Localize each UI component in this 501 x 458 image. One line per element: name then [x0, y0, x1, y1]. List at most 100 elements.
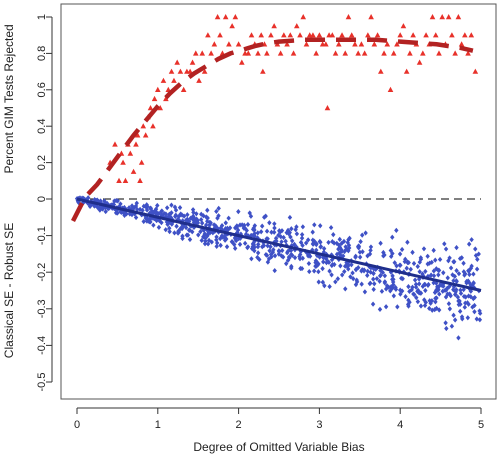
red-point	[248, 32, 255, 38]
blue-point	[289, 252, 295, 258]
blue-point	[185, 232, 191, 238]
blue-point	[299, 235, 305, 241]
blue-point	[249, 246, 255, 252]
red-point	[255, 50, 261, 56]
red-point	[403, 68, 410, 74]
blue-point	[224, 244, 230, 250]
x-tick-label: 5	[478, 419, 484, 431]
blue-point	[236, 209, 241, 215]
blue-point	[252, 227, 257, 233]
blue-point	[390, 276, 395, 282]
y-tick-label: 0.8	[36, 46, 48, 61]
blue-point	[431, 247, 436, 253]
blue-point	[433, 257, 438, 263]
red-point	[133, 141, 139, 147]
red-point	[177, 68, 184, 74]
blue-point	[205, 207, 210, 213]
red-point	[157, 105, 164, 111]
blue-point	[220, 234, 226, 240]
red-point	[455, 14, 462, 20]
blue-point	[442, 241, 447, 247]
blue-point	[268, 244, 273, 250]
blue-point	[326, 239, 331, 246]
blue-point	[191, 209, 196, 216]
red-point	[116, 177, 122, 183]
blue-point	[423, 268, 428, 275]
blue-point	[449, 323, 455, 329]
blue-point	[167, 225, 172, 231]
blue-point	[379, 288, 385, 294]
blue-point	[447, 306, 453, 312]
red-point	[222, 14, 229, 20]
red-point	[397, 32, 403, 38]
red-point	[358, 41, 365, 47]
red-point	[458, 41, 465, 47]
y-axis: 1 0.8 0.6 0.4 0.2 0 -0.1 -0.2 -0.3 -0.4 -0.5	[36, 14, 53, 392]
blue-point	[324, 260, 329, 266]
blue-point	[477, 317, 483, 323]
blue-point	[311, 241, 316, 247]
blue-point	[245, 221, 251, 228]
blue-point	[434, 295, 439, 301]
blue-point	[407, 299, 412, 305]
blue-point	[443, 320, 448, 326]
blue-point	[306, 260, 312, 267]
x-axis: 0 1 2 3 4 5	[74, 407, 484, 431]
red-point	[445, 14, 452, 20]
red-point	[174, 59, 180, 65]
blue-point	[457, 255, 463, 262]
blue-point	[411, 260, 417, 267]
blue-point	[360, 249, 365, 255]
red-point	[137, 177, 143, 183]
blue-point	[456, 271, 462, 277]
blue-point	[173, 212, 178, 218]
blue-point	[305, 237, 311, 243]
blue-point	[281, 234, 286, 241]
blue-point	[226, 215, 231, 221]
blue-point	[279, 247, 285, 254]
blue-point	[320, 279, 326, 285]
blue-point	[329, 272, 334, 278]
blue-point	[245, 244, 251, 250]
blue-point	[365, 253, 370, 259]
blue-point	[199, 211, 204, 217]
red-point	[217, 32, 223, 38]
blue-point	[410, 284, 415, 290]
blue-point	[333, 279, 338, 285]
red-point	[420, 50, 426, 56]
red-point	[332, 50, 339, 56]
blue-point	[374, 276, 380, 282]
red-point	[205, 32, 211, 38]
red-point	[416, 59, 423, 65]
red-point	[400, 23, 407, 29]
blue-point	[341, 238, 347, 244]
blue-point	[175, 230, 181, 236]
blue-point	[328, 224, 334, 231]
blue-point	[395, 304, 400, 310]
blue-point	[368, 247, 373, 253]
red-point	[112, 141, 118, 147]
blue-point	[85, 195, 91, 201]
blue-point	[463, 300, 468, 306]
red-point	[229, 23, 235, 29]
blue-point	[408, 266, 413, 272]
blue-point	[343, 286, 348, 292]
blue-point	[153, 207, 158, 214]
blue-point	[187, 236, 193, 243]
red-point	[214, 14, 221, 20]
blue-point	[338, 263, 343, 269]
blue-point	[285, 257, 291, 263]
blue-point	[453, 292, 458, 298]
blue-point	[180, 223, 186, 229]
blue-point	[412, 277, 418, 283]
red-point	[439, 14, 446, 20]
blue-point	[461, 287, 466, 293]
blue-point	[317, 238, 323, 245]
blue-point	[474, 316, 479, 322]
blue-point	[433, 299, 438, 305]
blue-point	[340, 253, 346, 259]
blue-point	[350, 270, 355, 276]
y-tick-label: -0.5	[36, 373, 48, 392]
red-fit-curve	[70, 37, 474, 223]
red-point	[361, 50, 368, 56]
